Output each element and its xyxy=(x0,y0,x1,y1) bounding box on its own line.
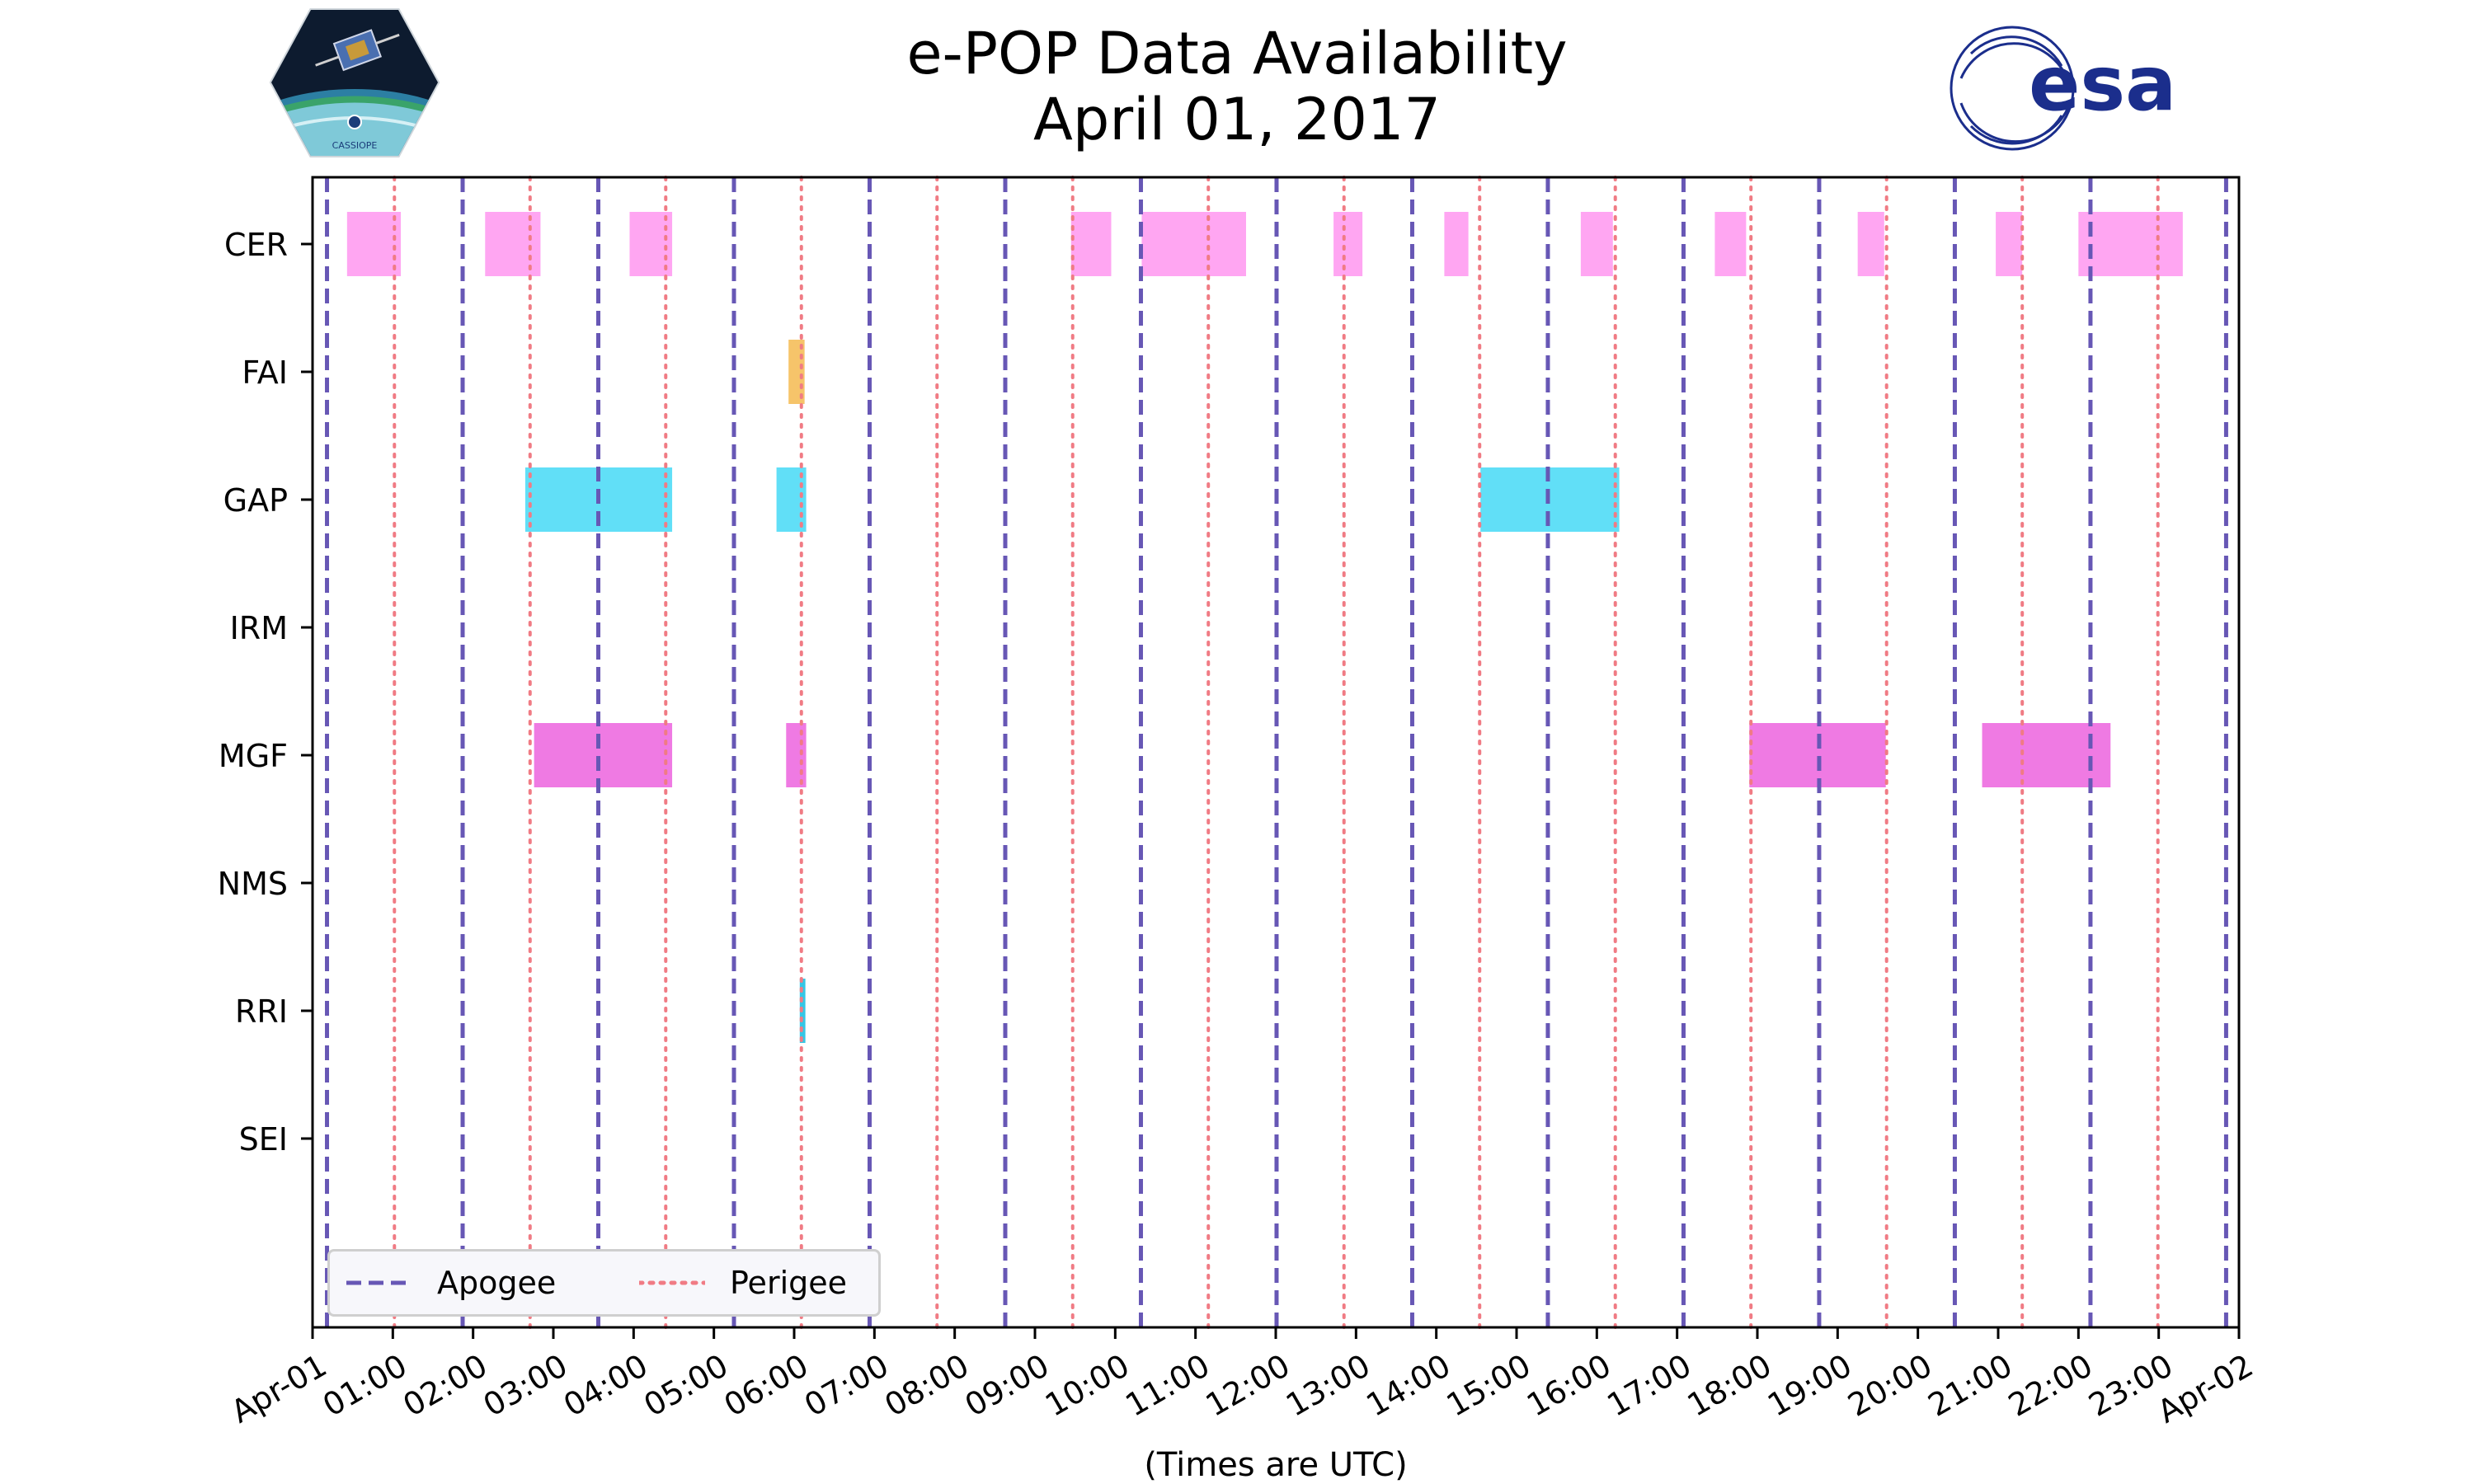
esa-logo: esa xyxy=(1950,26,2176,151)
perigee-line-icon xyxy=(639,1280,705,1285)
x-tick-label-15: 15:00 xyxy=(1441,1347,1537,1424)
bar-mgf-3 xyxy=(1982,723,2111,787)
y-tick-label-gap: GAP xyxy=(223,482,288,519)
y-tick-label-irm: IRM xyxy=(230,610,288,646)
x-axis-label: (Times are UTC) xyxy=(1144,1446,1407,1484)
x-tick-label-17: 17:00 xyxy=(1601,1347,1697,1424)
cassiope-satellite-logo: CASSIOPE xyxy=(269,8,440,157)
bar-cer-5 xyxy=(1333,212,1363,276)
y-tick-label-nms: NMS xyxy=(218,866,288,902)
x-tick-label-11: 11:00 xyxy=(1119,1347,1216,1424)
x-tick-label-2: 02:00 xyxy=(397,1347,493,1424)
legend-label-apogee: Apogee xyxy=(437,1265,557,1301)
bar-gap-1 xyxy=(776,467,807,532)
bar-cer-11 xyxy=(2078,212,2183,276)
bar-cer-7 xyxy=(1580,212,1613,276)
legend-item-perigee: Perigee xyxy=(639,1252,847,1314)
x-tick-label-19: 19:00 xyxy=(1761,1347,1858,1424)
x-tick-label-0: Apr-01 xyxy=(225,1347,333,1430)
x-tick-label-8: 08:00 xyxy=(878,1347,975,1424)
x-tick-label-1: 01:00 xyxy=(317,1347,413,1424)
x-tick-label-5: 05:00 xyxy=(637,1347,734,1424)
x-tick-label-14: 14:00 xyxy=(1360,1347,1456,1424)
bar-cer-4 xyxy=(1141,212,1246,276)
y-tick-label-cer: CER xyxy=(224,227,288,263)
y-tick-label-mgf: MGF xyxy=(219,738,288,774)
y-tick-label-rri: RRI xyxy=(235,993,288,1030)
bar-cer-8 xyxy=(1714,212,1747,276)
chart-legend: Apogee Perigee xyxy=(327,1249,881,1317)
bar-cer-9 xyxy=(1857,212,1884,276)
chart-title-line-1: e-POP Data Availability xyxy=(906,20,1568,87)
x-tick-label-22: 22:00 xyxy=(2002,1347,2099,1424)
x-tick-label-9: 09:00 xyxy=(959,1347,1056,1424)
chart-title-line-2: April 01, 2017 xyxy=(1033,86,1441,153)
apogee-line-icon xyxy=(346,1280,412,1285)
x-tick-label-3: 03:00 xyxy=(477,1347,574,1424)
bar-cer-3 xyxy=(1070,212,1112,276)
x-tick-label-16: 16:00 xyxy=(1521,1347,1617,1424)
cassiope-logo-text: CASSIOPE xyxy=(332,140,378,151)
bar-mgf-0 xyxy=(534,723,673,787)
x-tick-label-20: 20:00 xyxy=(1841,1347,1938,1424)
x-tick-label-4: 04:00 xyxy=(557,1347,654,1424)
x-tick-label-13: 13:00 xyxy=(1280,1347,1376,1424)
bar-cer-6 xyxy=(1444,212,1469,276)
esa-logo-text: esa xyxy=(2029,40,2176,128)
bar-mgf-2 xyxy=(1749,723,1886,787)
x-tick-label-21: 21:00 xyxy=(1922,1347,2019,1424)
bar-cer-0 xyxy=(346,212,402,276)
bar-cer-10 xyxy=(1996,212,2023,276)
y-tick-label-fai: FAI xyxy=(242,355,288,391)
x-tick-label-18: 18:00 xyxy=(1681,1347,1778,1424)
bar-mgf-1 xyxy=(786,723,807,787)
x-tick-label-10: 10:00 xyxy=(1039,1347,1136,1424)
y-tick-label-sei: SEI xyxy=(239,1121,288,1158)
legend-item-apogee: Apogee xyxy=(346,1252,556,1314)
x-tick-label-6: 06:00 xyxy=(718,1347,815,1424)
legend-label-perigee: Perigee xyxy=(730,1265,847,1301)
x-tick-label-12: 12:00 xyxy=(1200,1347,1296,1424)
x-tick-label-7: 07:00 xyxy=(798,1347,895,1424)
bar-cer-1 xyxy=(485,212,541,276)
